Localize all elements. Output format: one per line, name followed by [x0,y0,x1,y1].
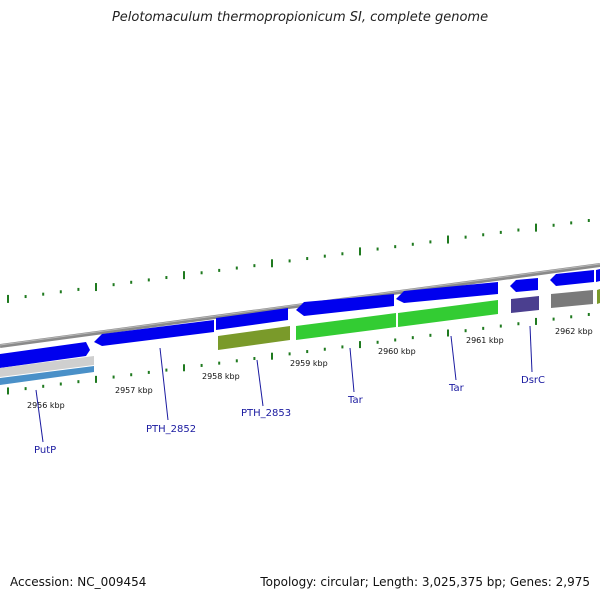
leader-pth-2852 [159,347,169,421]
gene-label-tar-2[interactable]: Tar [448,383,465,394]
leader-pth-2853 [256,359,264,407]
feature-green-1 [296,313,396,340]
feature-lightblue [0,366,94,385]
cds-tar-1[interactable] [296,294,394,316]
gene-leader-lines [35,325,533,443]
feature-track [0,289,600,385]
gene-label-dsrc[interactable]: DsrC [521,375,545,386]
kbp-label-2962: 2962 kbp [555,327,593,336]
accession-text: Accession: NC_009454 [10,575,147,589]
feature-lightgray [0,356,94,377]
cds-putp[interactable] [0,342,90,368]
gene-label-tar-1[interactable]: Tar [347,395,364,406]
kbp-label-2959: 2959 kbp [290,359,328,368]
feature-olive [218,326,290,350]
leader-putp [35,389,44,443]
map-title: Pelotomaculum thermopropionicum SI, comp… [111,10,489,25]
kbp-label-2956: 2956 kbp [27,401,65,410]
genome-stats-text: Topology: circular; Length: 3,025,375 bp… [260,575,590,589]
cds-pth-2852[interactable] [94,320,214,346]
leader-dsrc [529,325,533,373]
feature-olive-edge [597,289,600,304]
kbp-label-2961: 2961 kbp [466,336,504,345]
genome-backbone-highlight [0,263,600,346]
cds-tar-2[interactable] [396,282,498,303]
kbp-label-2957: 2957 kbp [115,386,153,395]
feature-purple [511,296,539,313]
genome-backbone [0,263,600,348]
cds-next[interactable] [550,270,594,286]
gene-label-pth-2853[interactable]: PTH_2853 [241,408,291,419]
outer-tick-ring [7,219,590,303]
kbp-label-2958: 2958 kbp [202,372,240,381]
kbp-label-2960: 2960 kbp [378,347,416,356]
feature-gray [551,290,593,308]
feature-green-2 [398,300,498,327]
inner-tick-ring [7,312,590,395]
leader-tar-2 [450,335,457,381]
forward-cds-track [0,269,600,368]
cds-pth-2853[interactable] [216,308,288,330]
cds-dsrc[interactable] [510,278,538,292]
leader-tar-1 [349,347,355,393]
gene-label-pth-2852[interactable]: PTH_2852 [146,424,196,435]
gene-label-putp[interactable]: PutP [34,445,56,456]
cds-edge[interactable] [596,269,600,282]
